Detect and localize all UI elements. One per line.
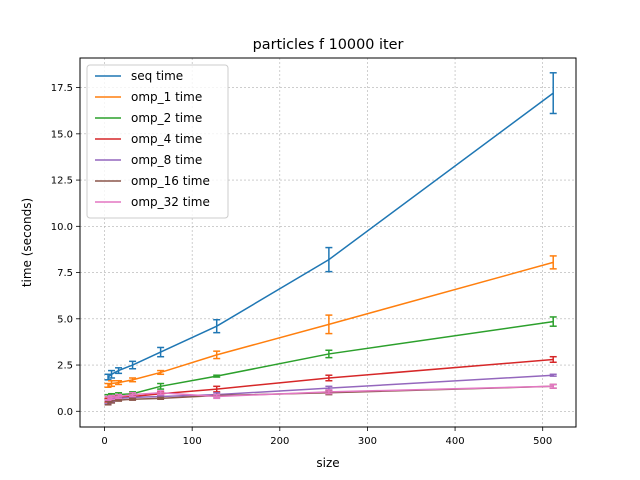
grid bbox=[80, 58, 576, 427]
series-omp-1-time bbox=[104, 255, 557, 388]
y-tick-label: 15.0 bbox=[51, 129, 73, 140]
legend-entry: omp_16 time bbox=[131, 174, 210, 188]
y-tick-label: 10.0 bbox=[51, 222, 73, 233]
legend-entry: omp_32 time bbox=[131, 195, 210, 209]
y-tick-label: 2.5 bbox=[57, 361, 73, 372]
legend-entry: omp_8 time bbox=[131, 153, 202, 167]
series-layer bbox=[104, 72, 557, 406]
series-line bbox=[107, 385, 554, 400]
y-tick-label: 0.0 bbox=[57, 407, 73, 418]
legend: seq time omp_1 time omp_2 time omp_4 time om… bbox=[86, 64, 229, 219]
legend-entry: omp_4 time bbox=[131, 132, 202, 146]
legend-entry: omp_2 time bbox=[131, 111, 202, 125]
plot-frame bbox=[79, 57, 577, 428]
x-tick-label: 0 bbox=[101, 436, 107, 447]
legend-box bbox=[86, 64, 229, 219]
series-line bbox=[107, 92, 554, 378]
y-tick-label: 12.5 bbox=[51, 176, 73, 187]
series-omp-32-time bbox=[104, 383, 557, 401]
y-tick-label: 5.0 bbox=[57, 314, 73, 325]
legend-entry: omp_1 time bbox=[131, 90, 202, 104]
x-tick-label: 400 bbox=[446, 436, 465, 447]
ticks: 0 100 200 300 400 500 0.0 2.5 5.0 7.5 10.0 12.5 15.0… bbox=[51, 83, 553, 447]
x-tick-label: 100 bbox=[183, 436, 202, 447]
series-seq-time bbox=[104, 72, 557, 381]
legend-entry: seq time bbox=[131, 69, 183, 83]
y-axis-label: time (seconds) bbox=[20, 198, 34, 287]
x-tick-label: 500 bbox=[533, 436, 552, 447]
chart-title: particles f 10000 iter bbox=[253, 37, 404, 53]
series-line bbox=[107, 261, 554, 387]
x-axis-label: size bbox=[316, 456, 339, 470]
y-tick-label: 17.5 bbox=[51, 83, 73, 94]
x-tick-label: 300 bbox=[358, 436, 377, 447]
y-tick-label: 7.5 bbox=[57, 268, 73, 279]
x-tick-label: 200 bbox=[270, 436, 289, 447]
